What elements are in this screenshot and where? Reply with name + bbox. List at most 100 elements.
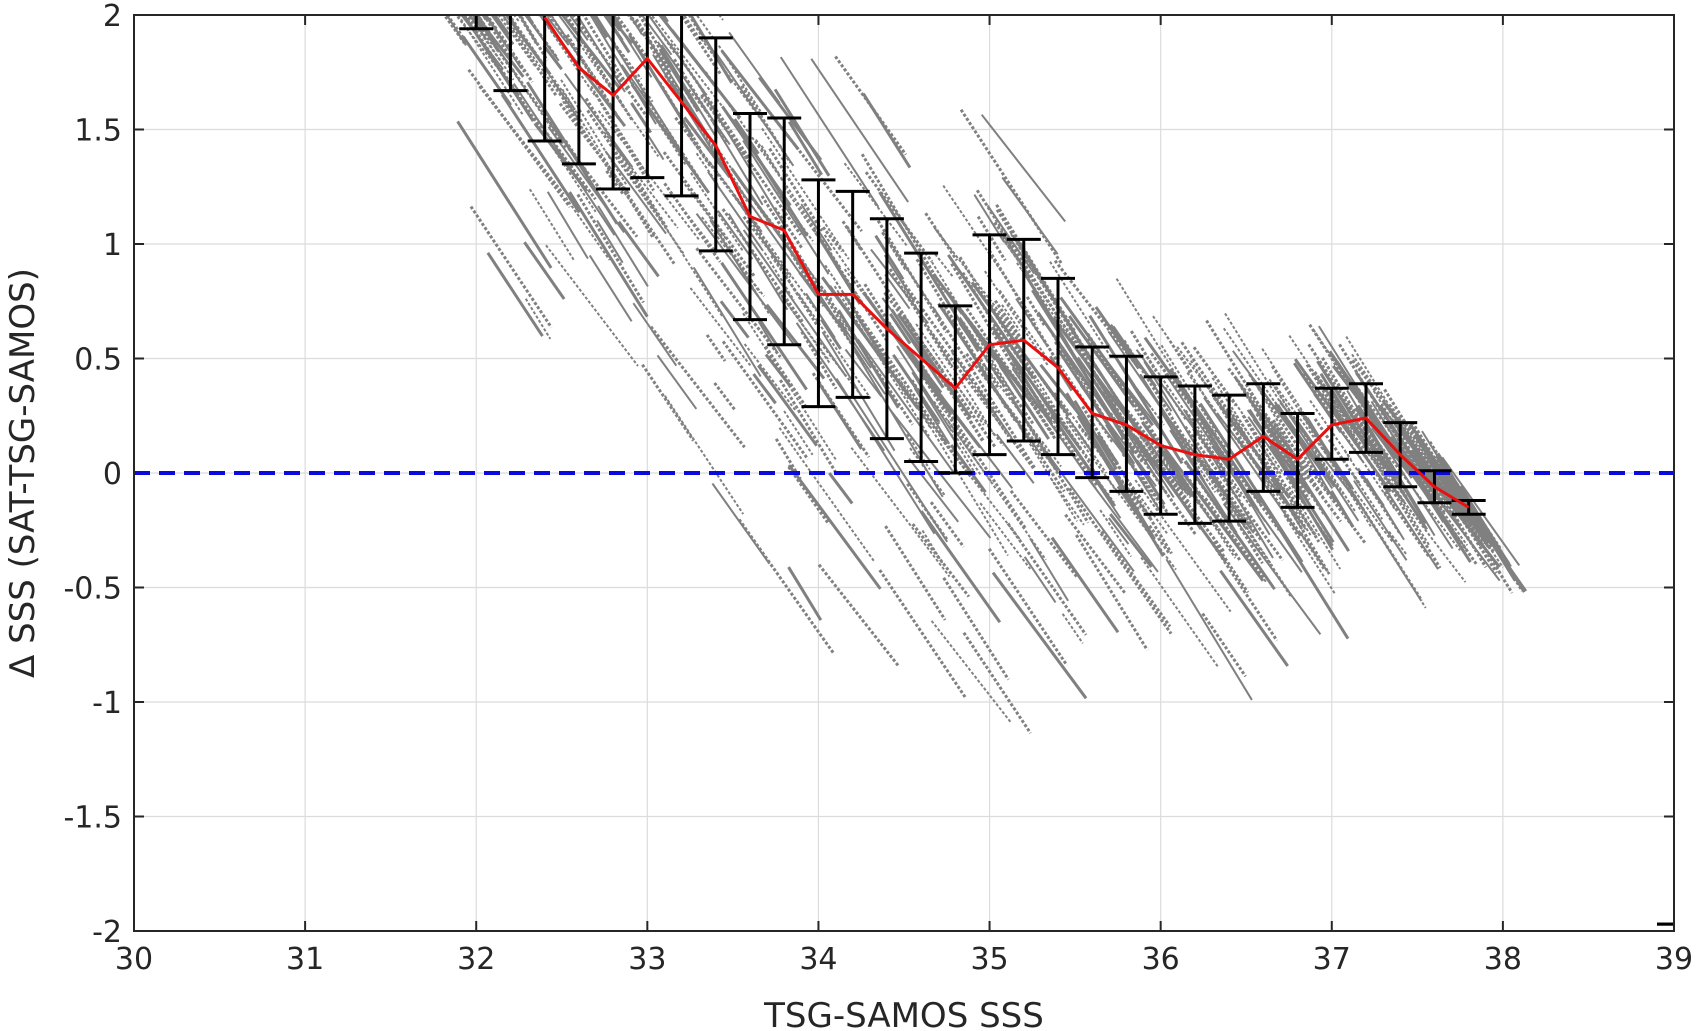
scatter-streak [884,525,947,621]
scatter-streak [933,227,1025,344]
scatter-streak [1383,491,1431,559]
scatter-streak [728,245,761,294]
scatter-streak [979,502,1032,570]
scatter-streak [604,150,667,235]
scatter-streak [695,213,796,346]
scatter-streak [1268,378,1344,496]
scatter-streak [783,186,866,307]
scatter-streak [860,153,947,293]
scatter-streak [965,307,1056,437]
scatter-streak [1201,612,1247,678]
scatter-streak [741,206,818,326]
scatter-streak [711,482,771,565]
scatter-streak [1323,387,1396,506]
x-tick-label: 32 [457,942,495,977]
scatter-streak [1068,315,1135,407]
scatter-streak [883,291,944,372]
scatter-streak [640,15,673,56]
scatter-streak [787,464,882,590]
scatter-streak [1109,513,1153,568]
scatter-streak [742,139,830,275]
scatter-streak [890,308,945,389]
scatter-streak [457,15,525,117]
scatter-streak [953,381,1004,447]
scatter-streak [1279,401,1364,510]
scatter-streak [695,15,715,40]
scatter-streak [462,15,535,122]
scatter-streak [1180,457,1239,538]
scatter-streak [960,309,1040,410]
scatter-streak [1087,478,1159,573]
scatter-streak [743,343,797,412]
scatter-streak [1148,524,1171,554]
scatter-streak [764,345,808,409]
scatter-streak [1010,233,1089,359]
scatter-streak [512,82,616,236]
scatter-streak [659,81,702,149]
scatter-streak [908,457,960,523]
scatter-streak [856,338,955,474]
scatter-streak [1241,414,1321,543]
scatter-streak [557,15,580,42]
scatter-streak [564,197,611,261]
scatter-streak [687,133,712,167]
x-tick-label: 34 [799,942,837,977]
scatter-streak [938,282,963,315]
scatter-streak [931,333,1036,471]
scatter-streak [1253,488,1350,640]
scatter-streak [728,31,781,104]
scatter-streak [1050,296,1145,442]
scatter-streak [1100,530,1172,628]
scatter-streak [1164,373,1267,522]
scatter-streak [1203,460,1252,526]
scatter-streak [763,252,795,301]
scatter-streak [1398,426,1418,455]
scatter-streak [779,379,838,474]
scatter-streak [546,191,589,260]
scatter-streak [773,206,804,250]
scatter-streak [1302,372,1397,511]
x-tick-label: 33 [628,942,666,977]
scatter-streak [991,571,1088,700]
scatter-streak [650,15,749,141]
scatter-streak [787,466,831,526]
scatter-streak [1069,401,1169,535]
scatter-streak [774,438,802,480]
scatter-streak [942,576,1010,681]
scatter-streak [757,364,818,447]
scatter-streak [843,268,925,373]
scatter-streak [720,261,808,391]
scatter-streak [1270,381,1357,514]
x-tick-label: 39 [1655,942,1693,977]
scatter-streak [467,68,572,208]
scatter-streak [597,110,701,241]
scatter-streak [1194,450,1294,599]
y-tick-label: -2 [92,915,122,950]
scatter-streak [696,82,785,225]
scatter-streak [717,210,754,260]
scatter-streak [500,93,581,214]
scatter-streak [586,109,657,213]
y-tick-label: -1.5 [63,801,122,836]
scatter-streak [1067,439,1108,496]
y-tick-label: 0.5 [74,343,122,378]
scatter-streak [906,482,949,542]
scatter-streak [1061,613,1084,644]
scatter-streak [1371,426,1395,456]
scatter-streak [705,71,789,189]
scatter-streak [1029,537,1069,602]
scatter-streak [647,15,676,54]
scatter-streak [689,15,733,84]
scatter-streak [727,213,789,311]
scatter-streak [630,83,710,194]
scatter-streak [1299,531,1326,570]
scatter-streak [589,15,657,125]
scatter-streak [921,529,945,566]
scatter-streak [987,249,1065,373]
x-tick-label: 38 [1484,942,1522,977]
scatter-streak [929,501,965,548]
scatter-streak [915,323,985,426]
scatter-streak [649,325,746,449]
scatter-streak [1346,410,1379,456]
scatter-streak [547,126,625,234]
